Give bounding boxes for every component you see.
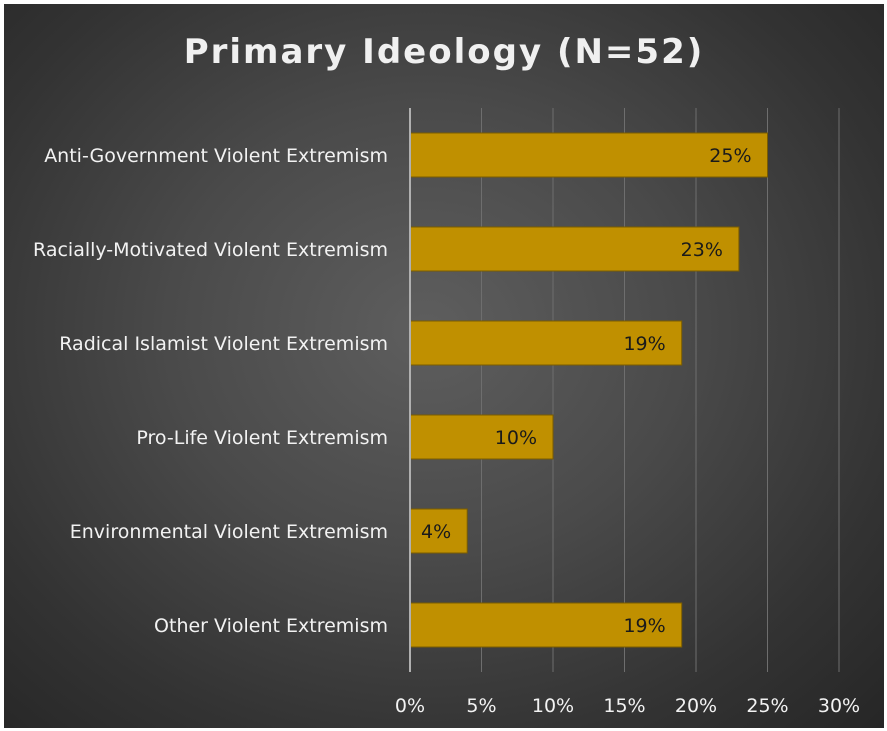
category-label: Pro-Life Violent Extremism	[136, 427, 388, 449]
bar	[409, 320, 683, 366]
bar	[409, 132, 768, 178]
x-tick-label: 25%	[746, 695, 788, 717]
category-label: Other Violent Extremism	[154, 615, 388, 637]
x-tick-label: 30%	[818, 695, 860, 717]
category-label: Racially-Motivated Violent Extremism	[33, 239, 388, 261]
bar	[409, 414, 554, 460]
x-tick-label: 0%	[395, 695, 425, 717]
data-label: 25%	[709, 145, 751, 167]
bar	[409, 508, 468, 554]
category-label: Environmental Violent Extremism	[70, 521, 388, 543]
x-tick-label: 5%	[466, 695, 496, 717]
chart-title: Primary Ideology (N=52)	[183, 32, 705, 72]
data-label: 23%	[681, 239, 723, 261]
chart-frame: Primary Ideology (N=52) Anti-Government …	[4, 4, 884, 728]
bar-chart: Anti-Government Violent Extremism 25% Raci…	[33, 108, 860, 717]
category-label: Radical Islamist Violent Extremism	[59, 333, 388, 355]
data-label: 19%	[623, 333, 665, 355]
category-label: Anti-Government Violent Extremism	[44, 145, 388, 167]
data-label: 10%	[495, 427, 537, 449]
data-label: 19%	[623, 615, 665, 637]
x-tick-label: 20%	[675, 695, 717, 717]
x-tick-label: 10%	[532, 695, 574, 717]
bar	[409, 226, 740, 272]
x-tick-label: 15%	[603, 695, 645, 717]
data-label: 4%	[421, 521, 451, 543]
bar	[409, 602, 683, 648]
